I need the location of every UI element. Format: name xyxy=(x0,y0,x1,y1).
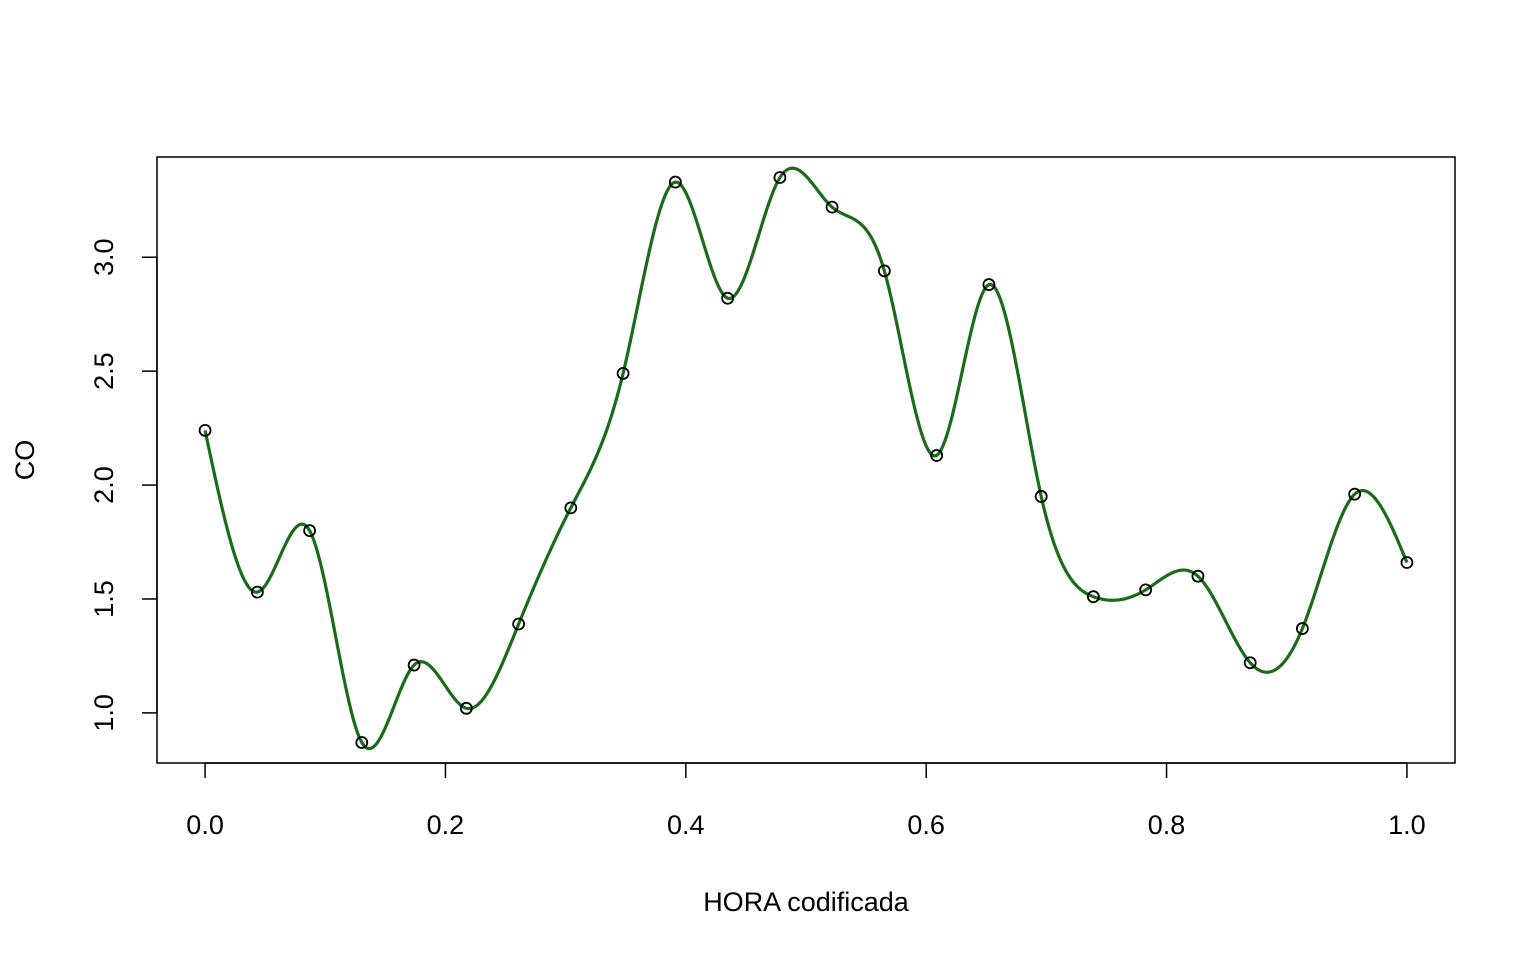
data-point xyxy=(721,291,735,305)
data-points xyxy=(198,171,1414,749)
data-point xyxy=(668,175,682,189)
data-point xyxy=(1348,487,1362,501)
data-point xyxy=(250,585,264,599)
data-point xyxy=(355,736,369,749)
x-axis: 0.0 0.2 0.4 0.6 0.8 1.0 xyxy=(186,762,1426,840)
data-point xyxy=(1295,622,1309,635)
x-tick-label: 1.0 xyxy=(1388,810,1426,840)
x-axis-label: HORA codificada xyxy=(703,887,910,917)
data-point xyxy=(1400,556,1414,569)
data-point xyxy=(616,367,630,380)
data-point xyxy=(1034,490,1048,503)
data-point xyxy=(459,701,473,715)
data-point xyxy=(1139,583,1153,597)
data-point xyxy=(1191,569,1205,583)
y-tick-label: 2.5 xyxy=(89,352,119,390)
data-point xyxy=(1086,590,1100,604)
y-tick-label: 1.0 xyxy=(89,694,119,732)
y-axis-label: CO xyxy=(10,440,40,481)
data-point xyxy=(930,449,944,462)
data-point xyxy=(825,200,839,214)
data-point xyxy=(982,278,996,291)
data-point xyxy=(564,501,578,515)
x-tick-label: 0.0 xyxy=(186,810,224,840)
y-tick-label: 2.0 xyxy=(89,466,119,504)
data-point xyxy=(1243,656,1257,670)
data-point xyxy=(407,658,421,672)
data-point xyxy=(877,264,891,278)
data-point xyxy=(303,524,317,538)
x-tick-label: 0.2 xyxy=(427,810,465,840)
data-point xyxy=(198,423,212,437)
smooth-curve xyxy=(203,166,1409,751)
x-tick-label: 0.6 xyxy=(907,810,945,840)
data-point xyxy=(512,617,526,631)
data-point xyxy=(773,171,787,184)
x-tick-label: 0.8 xyxy=(1148,810,1186,840)
y-tick-label: 1.5 xyxy=(89,580,119,618)
y-tick-label: 3.0 xyxy=(89,238,119,276)
x-tick-label: 0.4 xyxy=(667,810,705,840)
y-axis: 1.0 1.5 2.0 2.5 3.0 xyxy=(89,238,158,732)
